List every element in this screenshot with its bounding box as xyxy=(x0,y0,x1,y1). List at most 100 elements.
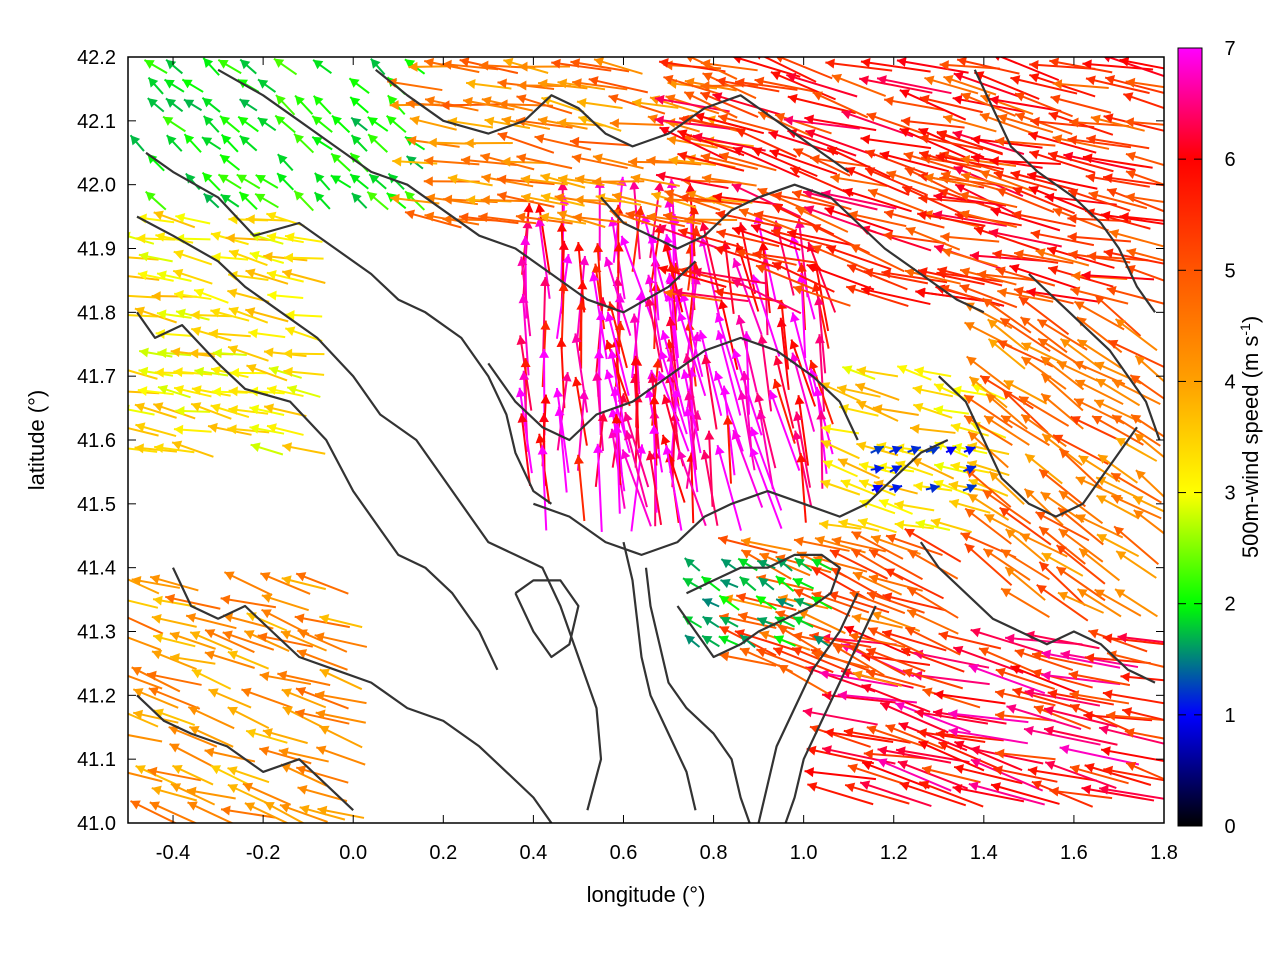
wind-arrow xyxy=(831,73,887,98)
wind-arrow xyxy=(963,414,1013,446)
wind-arrow xyxy=(791,646,852,674)
wind-arrow xyxy=(821,423,860,435)
wind-arrow xyxy=(894,500,935,512)
wind-arrow xyxy=(754,392,777,469)
wind-arrow xyxy=(1043,705,1118,728)
wind-arrow xyxy=(866,112,926,136)
wind-arrow xyxy=(994,748,1056,761)
wind-arrow xyxy=(217,173,242,190)
wind-arrow xyxy=(811,558,833,571)
wind-arrow xyxy=(257,116,277,132)
wind-arrow xyxy=(718,151,777,172)
wind-arrow xyxy=(907,549,959,580)
wind-arrow xyxy=(168,725,218,748)
wind-arrow xyxy=(181,78,204,93)
wind-arrow xyxy=(716,228,780,248)
wind-arrow xyxy=(1014,648,1074,671)
wind-arrow xyxy=(128,447,158,453)
wind-arrow xyxy=(554,406,568,493)
wind-arrow xyxy=(516,153,573,170)
wind-arrow xyxy=(1073,300,1125,331)
wind-arrow xyxy=(1047,265,1114,288)
wind-arrow xyxy=(1060,650,1139,669)
wind-arrow xyxy=(700,59,758,72)
terrain-contours xyxy=(136,68,1161,823)
wind-arrow xyxy=(569,136,630,147)
x-tick-label: 0.6 xyxy=(610,842,638,864)
wind-arrow xyxy=(942,114,997,133)
wind-arrow xyxy=(245,307,289,323)
wind-arrow xyxy=(1096,533,1140,558)
wind-arrow xyxy=(1049,786,1113,800)
wind-arrow xyxy=(1018,295,1070,336)
wind-arrow xyxy=(1024,453,1063,485)
y-tick-label: 41.3 xyxy=(77,622,116,644)
wind-arrow xyxy=(350,116,368,132)
wind-arrow xyxy=(883,230,946,245)
wind-arrow xyxy=(1100,746,1164,763)
contour-line xyxy=(514,579,580,659)
wind-arrow xyxy=(796,453,807,523)
colorbar-tick-label: 4 xyxy=(1224,371,1235,393)
contour-line xyxy=(145,151,553,505)
wind-arrow xyxy=(686,57,738,80)
wind-arrow xyxy=(948,498,991,514)
wind-arrow xyxy=(879,150,950,173)
wind-arrow xyxy=(995,266,1056,287)
contour-line xyxy=(973,69,1156,313)
wind-arrow xyxy=(1069,764,1129,785)
wind-arrow xyxy=(1085,172,1150,188)
wind-arrow xyxy=(854,382,900,401)
x-tick-label: 0.0 xyxy=(339,842,367,864)
wind-vectors xyxy=(128,57,1164,823)
wind-arrow xyxy=(128,636,162,651)
wind-arrow xyxy=(889,464,903,475)
wind-arrow xyxy=(943,74,997,96)
wind-arrow xyxy=(896,364,932,381)
wind-arrow xyxy=(515,212,573,225)
wind-arrow xyxy=(169,653,216,665)
wind-arrow xyxy=(818,519,862,530)
wind-arrow xyxy=(145,190,167,211)
wind-arrow xyxy=(956,57,1020,75)
wind-arrow xyxy=(951,385,988,397)
wind-arrow xyxy=(982,489,1032,525)
wind-arrow xyxy=(293,133,315,154)
contour-line xyxy=(136,311,499,671)
wind-arrow xyxy=(844,782,910,805)
wind-arrow xyxy=(540,277,551,355)
wind-arrow xyxy=(281,575,327,591)
wind-arrow xyxy=(1068,249,1131,264)
wind-arrow xyxy=(857,518,897,534)
wind-arrow xyxy=(1119,57,1164,70)
wind-arrow xyxy=(937,266,1003,287)
wind-arrow xyxy=(683,406,699,493)
wind-arrow xyxy=(349,173,369,190)
wind-arrow xyxy=(831,536,887,553)
wind-arrow xyxy=(297,785,348,803)
wind-arrow xyxy=(757,576,775,591)
wind-arrow xyxy=(864,149,927,175)
wind-arrow xyxy=(314,690,367,705)
wind-arrow xyxy=(889,445,903,456)
wind-arrow xyxy=(571,333,589,413)
wind-arrow xyxy=(701,598,720,608)
wind-arrow xyxy=(246,363,288,382)
wind-arrow xyxy=(1119,212,1164,223)
wind-arrow xyxy=(903,151,963,173)
wind-arrow xyxy=(701,354,718,430)
wind-arrow xyxy=(773,355,795,429)
wind-arrow xyxy=(593,443,604,532)
wind-arrow xyxy=(370,57,386,76)
wind-arrow xyxy=(677,311,707,397)
wind-arrow xyxy=(734,77,798,91)
wind-arrow xyxy=(593,243,604,312)
y-tick-label: 41.5 xyxy=(77,494,116,516)
wind-arrow xyxy=(166,134,183,152)
wind-arrow xyxy=(1011,210,1076,228)
wind-arrow xyxy=(1125,77,1164,89)
wind-arrow xyxy=(804,767,877,781)
wind-arrow xyxy=(731,57,801,78)
y-axis: 41.0 41.1 41.2 41.3 41.4 41.5 41.6 41.7 41.8 41.9… xyxy=(77,47,1164,835)
